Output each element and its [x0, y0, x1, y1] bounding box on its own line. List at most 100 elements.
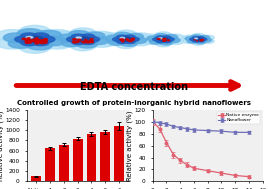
Circle shape [25, 41, 28, 43]
Ellipse shape [101, 38, 125, 46]
Circle shape [29, 41, 32, 42]
Ellipse shape [197, 37, 204, 40]
Ellipse shape [192, 39, 205, 45]
Bar [45, 148, 55, 181]
Circle shape [77, 39, 81, 40]
Circle shape [163, 39, 165, 40]
Ellipse shape [37, 36, 66, 46]
Ellipse shape [114, 32, 132, 39]
Circle shape [43, 41, 47, 42]
Circle shape [157, 39, 159, 40]
Ellipse shape [71, 39, 86, 45]
Ellipse shape [17, 29, 44, 40]
Ellipse shape [165, 37, 180, 43]
Ellipse shape [36, 30, 73, 42]
Ellipse shape [199, 38, 214, 43]
Circle shape [22, 38, 26, 40]
Ellipse shape [191, 35, 202, 39]
Ellipse shape [82, 32, 105, 40]
Ellipse shape [149, 39, 164, 44]
Ellipse shape [109, 38, 127, 45]
Ellipse shape [183, 38, 198, 43]
Ellipse shape [155, 32, 172, 39]
Circle shape [44, 39, 47, 40]
Ellipse shape [117, 39, 128, 43]
Ellipse shape [143, 34, 163, 41]
Ellipse shape [67, 37, 82, 42]
Ellipse shape [52, 37, 82, 47]
Ellipse shape [127, 33, 151, 41]
Ellipse shape [125, 33, 143, 40]
Legend: Native enzyme, Nanoflower: Native enzyme, Nanoflower [217, 112, 260, 124]
Bar [100, 132, 110, 181]
Ellipse shape [61, 38, 84, 47]
Circle shape [122, 39, 124, 40]
Circle shape [162, 39, 164, 40]
Ellipse shape [57, 34, 81, 42]
Text: Controlled growth of protein-inorganic hybrid nanoflowers: Controlled growth of protein-inorganic h… [17, 100, 251, 105]
Circle shape [91, 40, 93, 41]
Circle shape [72, 39, 76, 40]
Circle shape [34, 39, 38, 40]
Circle shape [28, 40, 31, 41]
Ellipse shape [71, 34, 86, 40]
Circle shape [81, 41, 83, 42]
Ellipse shape [26, 36, 33, 38]
Ellipse shape [198, 36, 210, 40]
Circle shape [85, 40, 87, 41]
Circle shape [87, 42, 90, 43]
Ellipse shape [199, 35, 214, 40]
Circle shape [30, 41, 32, 42]
Circle shape [73, 42, 76, 43]
Ellipse shape [31, 39, 49, 46]
Ellipse shape [127, 37, 139, 41]
Circle shape [72, 41, 75, 42]
Ellipse shape [21, 39, 38, 46]
Ellipse shape [156, 39, 165, 43]
Ellipse shape [156, 36, 165, 40]
Circle shape [91, 40, 92, 41]
Ellipse shape [147, 36, 162, 41]
Circle shape [127, 40, 130, 41]
Ellipse shape [127, 38, 151, 46]
Circle shape [38, 41, 41, 43]
Circle shape [38, 40, 42, 42]
Ellipse shape [84, 37, 114, 47]
Y-axis label: Relative activity (%): Relative activity (%) [0, 110, 3, 181]
Ellipse shape [153, 38, 163, 41]
Circle shape [37, 42, 40, 43]
Text: EDTA concentration: EDTA concentration [80, 82, 188, 92]
Circle shape [35, 39, 38, 41]
Ellipse shape [76, 37, 90, 42]
Circle shape [90, 42, 93, 43]
Circle shape [120, 39, 123, 40]
Circle shape [40, 42, 44, 44]
Circle shape [35, 42, 38, 43]
Ellipse shape [190, 38, 198, 41]
Ellipse shape [84, 37, 100, 42]
Ellipse shape [124, 35, 135, 40]
Circle shape [30, 40, 34, 42]
Circle shape [42, 40, 45, 41]
Circle shape [131, 41, 132, 42]
Ellipse shape [36, 36, 55, 43]
Ellipse shape [76, 39, 98, 48]
Ellipse shape [26, 36, 43, 42]
Ellipse shape [143, 38, 163, 44]
Circle shape [25, 39, 28, 40]
Ellipse shape [80, 39, 95, 45]
Circle shape [90, 41, 92, 42]
Circle shape [27, 38, 30, 39]
Ellipse shape [187, 39, 199, 43]
Ellipse shape [195, 38, 198, 39]
Circle shape [87, 41, 90, 42]
Circle shape [131, 39, 132, 40]
Circle shape [129, 41, 130, 42]
Ellipse shape [84, 31, 114, 41]
Ellipse shape [164, 38, 184, 44]
Circle shape [37, 41, 40, 43]
Ellipse shape [101, 33, 125, 41]
Circle shape [202, 39, 203, 40]
Ellipse shape [26, 39, 53, 50]
Ellipse shape [0, 30, 33, 42]
